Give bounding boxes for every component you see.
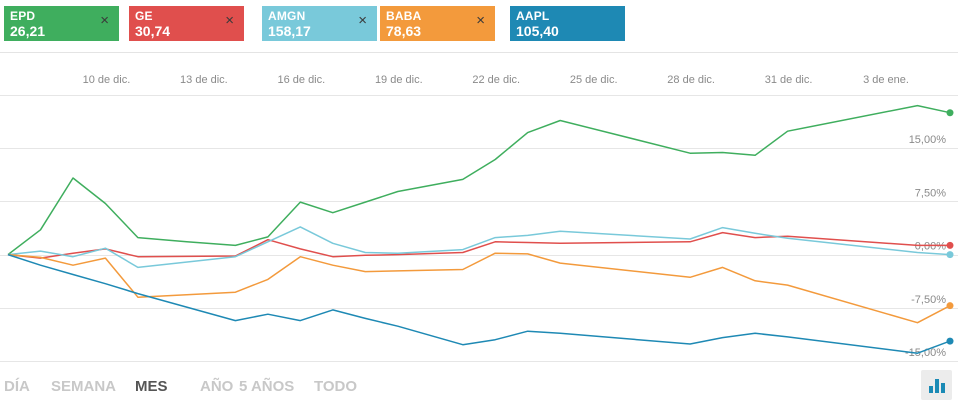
- series-line-aapl: [7, 253, 951, 354]
- x-tick-label: 19 de dic.: [375, 74, 423, 86]
- range-tab[interactable]: DÍA: [4, 378, 30, 395]
- bar-chart-icon-bar-3: [941, 383, 945, 393]
- y-tick-label: 15,00%: [909, 134, 947, 146]
- remove-ticker-icon[interactable]: ×: [100, 12, 109, 29]
- y-tick-label: -15,00%: [905, 347, 946, 359]
- ticker-tile-epd[interactable]: EPD 26,21 ×: [4, 6, 119, 41]
- ticker-tile-ge[interactable]: GE 30,74 ×: [129, 6, 244, 41]
- series-end-marker-ge: [946, 241, 954, 249]
- ticker-tiles: EPD 26,21 × GE 30,74 × AMGN 158,17 × BABA 78,63 × AA…: [4, 6, 625, 41]
- ticker-symbol: AMGN: [268, 9, 306, 23]
- ticker-symbol: AAPL: [516, 9, 550, 23]
- bar-chart-icon-bar-1: [929, 386, 933, 393]
- bar-chart-icon-bar-2: [935, 379, 939, 393]
- y-tick-label: 7,50%: [915, 187, 946, 199]
- x-tick-label: 3 de ene.: [863, 74, 909, 86]
- ticker-price: 26,21: [10, 23, 46, 39]
- x-tick-label: 16 de dic.: [277, 74, 325, 86]
- ticker-price: 105,40: [516, 23, 559, 39]
- remove-ticker-icon[interactable]: ×: [476, 12, 485, 29]
- ticker-price: 30,74: [135, 23, 171, 39]
- series-end-marker-amgn: [946, 251, 954, 259]
- series-end-marker-epd: [946, 109, 954, 117]
- series-line-amgn: [7, 226, 951, 269]
- y-tick-label: -7,50%: [911, 294, 946, 306]
- ticker-tile-aapl[interactable]: AAPL 105,40: [510, 6, 625, 41]
- ticker-symbol: GE: [135, 9, 153, 23]
- y-tick-label: 0,00%: [915, 241, 946, 253]
- ticker-tile-amgn[interactable]: AMGN 158,17 ×: [262, 6, 377, 41]
- range-tab[interactable]: SEMANA: [51, 378, 117, 395]
- x-tick-label: 31 de dic.: [765, 74, 813, 86]
- ticker-symbol: EPD: [10, 9, 36, 23]
- x-tick-label: 10 de dic.: [83, 74, 131, 86]
- series-line-baba: [7, 252, 951, 324]
- range-tab[interactable]: MES: [135, 378, 168, 395]
- range-tab[interactable]: TODO: [314, 378, 358, 395]
- x-tick-label: 25 de dic.: [570, 74, 618, 86]
- range-tab[interactable]: 5 AÑOS: [239, 378, 295, 395]
- series-end-marker-baba: [946, 302, 954, 310]
- remove-ticker-icon[interactable]: ×: [225, 12, 234, 29]
- remove-ticker-icon[interactable]: ×: [358, 12, 367, 29]
- performance-line-chart: 15,00% 7,50% 0,00% -7,50% -15,00% 10 de dic. 1…: [0, 52, 958, 362]
- x-tick-label: 22 de dic.: [472, 74, 520, 86]
- x-tick-label: 13 de dic.: [180, 74, 228, 86]
- ticker-price: 78,63: [386, 23, 422, 39]
- series-line-ge: [7, 231, 950, 259]
- range-tab[interactable]: AÑO: [200, 378, 234, 395]
- ticker-price: 158,17: [268, 23, 311, 39]
- ticker-symbol: BABA: [386, 9, 422, 23]
- series-end-marker-aapl: [946, 337, 954, 345]
- ticker-tile-baba[interactable]: BABA 78,63 ×: [380, 6, 495, 41]
- series-line-epd: [7, 104, 951, 256]
- chart-type-button[interactable]: [921, 370, 952, 400]
- x-tick-label: 28 de dic.: [667, 74, 715, 86]
